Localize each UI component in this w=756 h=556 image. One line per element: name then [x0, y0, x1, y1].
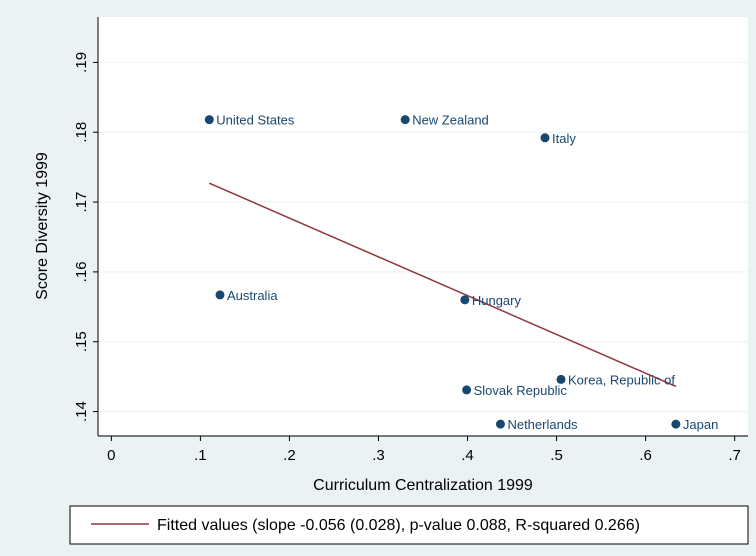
y-axis-title: Score Diversity 1999 — [34, 152, 51, 300]
y-axis-ticks: .14 .15 .16 .17 .18 .19 — [73, 52, 98, 422]
x-tick-label: 0 — [107, 447, 115, 464]
y-tick-label: .16 — [73, 261, 90, 282]
data-point — [460, 295, 470, 305]
data-point — [215, 290, 225, 300]
data-point — [204, 115, 214, 125]
x-tick-label: .6 — [639, 447, 652, 464]
x-tick-label: .7 — [728, 447, 741, 464]
plot-area — [98, 17, 748, 435]
x-axis-title: Curriculum Centralization 1999 — [313, 477, 533, 494]
point-label: Italy — [552, 131, 576, 146]
point-label: New Zealand — [412, 113, 489, 128]
x-tick-label: .2 — [283, 447, 296, 464]
point-label: Netherlands — [507, 417, 578, 432]
x-tick-label: .4 — [461, 447, 474, 464]
x-axis-ticks: 0 .1 .2 .3 .4 .5 .6 .7 — [107, 436, 741, 464]
fit-line-group — [209, 182, 677, 388]
data-points: United States New Zealand Italy Australia Hu… — [204, 113, 718, 432]
point-label: Australia — [227, 288, 278, 303]
y-tick-label: .18 — [73, 122, 90, 143]
data-point — [540, 133, 550, 143]
x-tick-label: .3 — [372, 447, 385, 464]
point-label: Japan — [683, 417, 718, 432]
point-label: Hungary — [472, 293, 522, 308]
x-tick-label: .1 — [194, 447, 207, 464]
fit-line — [209, 182, 677, 388]
grid-lines — [98, 61, 748, 413]
data-point — [671, 419, 681, 429]
point-label: Slovak Republic — [474, 383, 568, 398]
x-tick-label: .5 — [550, 447, 563, 464]
legend-label: Fitted values (slope -0.056 (0.028), p-v… — [157, 517, 640, 534]
y-tick-label: .17 — [73, 192, 90, 213]
legend-box — [69, 505, 749, 545]
data-point — [556, 374, 566, 384]
data-point — [495, 419, 505, 429]
legend: Fitted values (slope -0.056 (0.028), p-v… — [69, 505, 749, 545]
y-tick-label: .14 — [73, 401, 90, 422]
data-point — [400, 115, 410, 125]
y-tick-label: .19 — [73, 52, 90, 73]
point-label: United States — [216, 113, 295, 128]
point-label: Korea, Republic of — [568, 372, 675, 387]
y-tick-label: .15 — [73, 331, 90, 352]
data-point — [462, 385, 472, 395]
